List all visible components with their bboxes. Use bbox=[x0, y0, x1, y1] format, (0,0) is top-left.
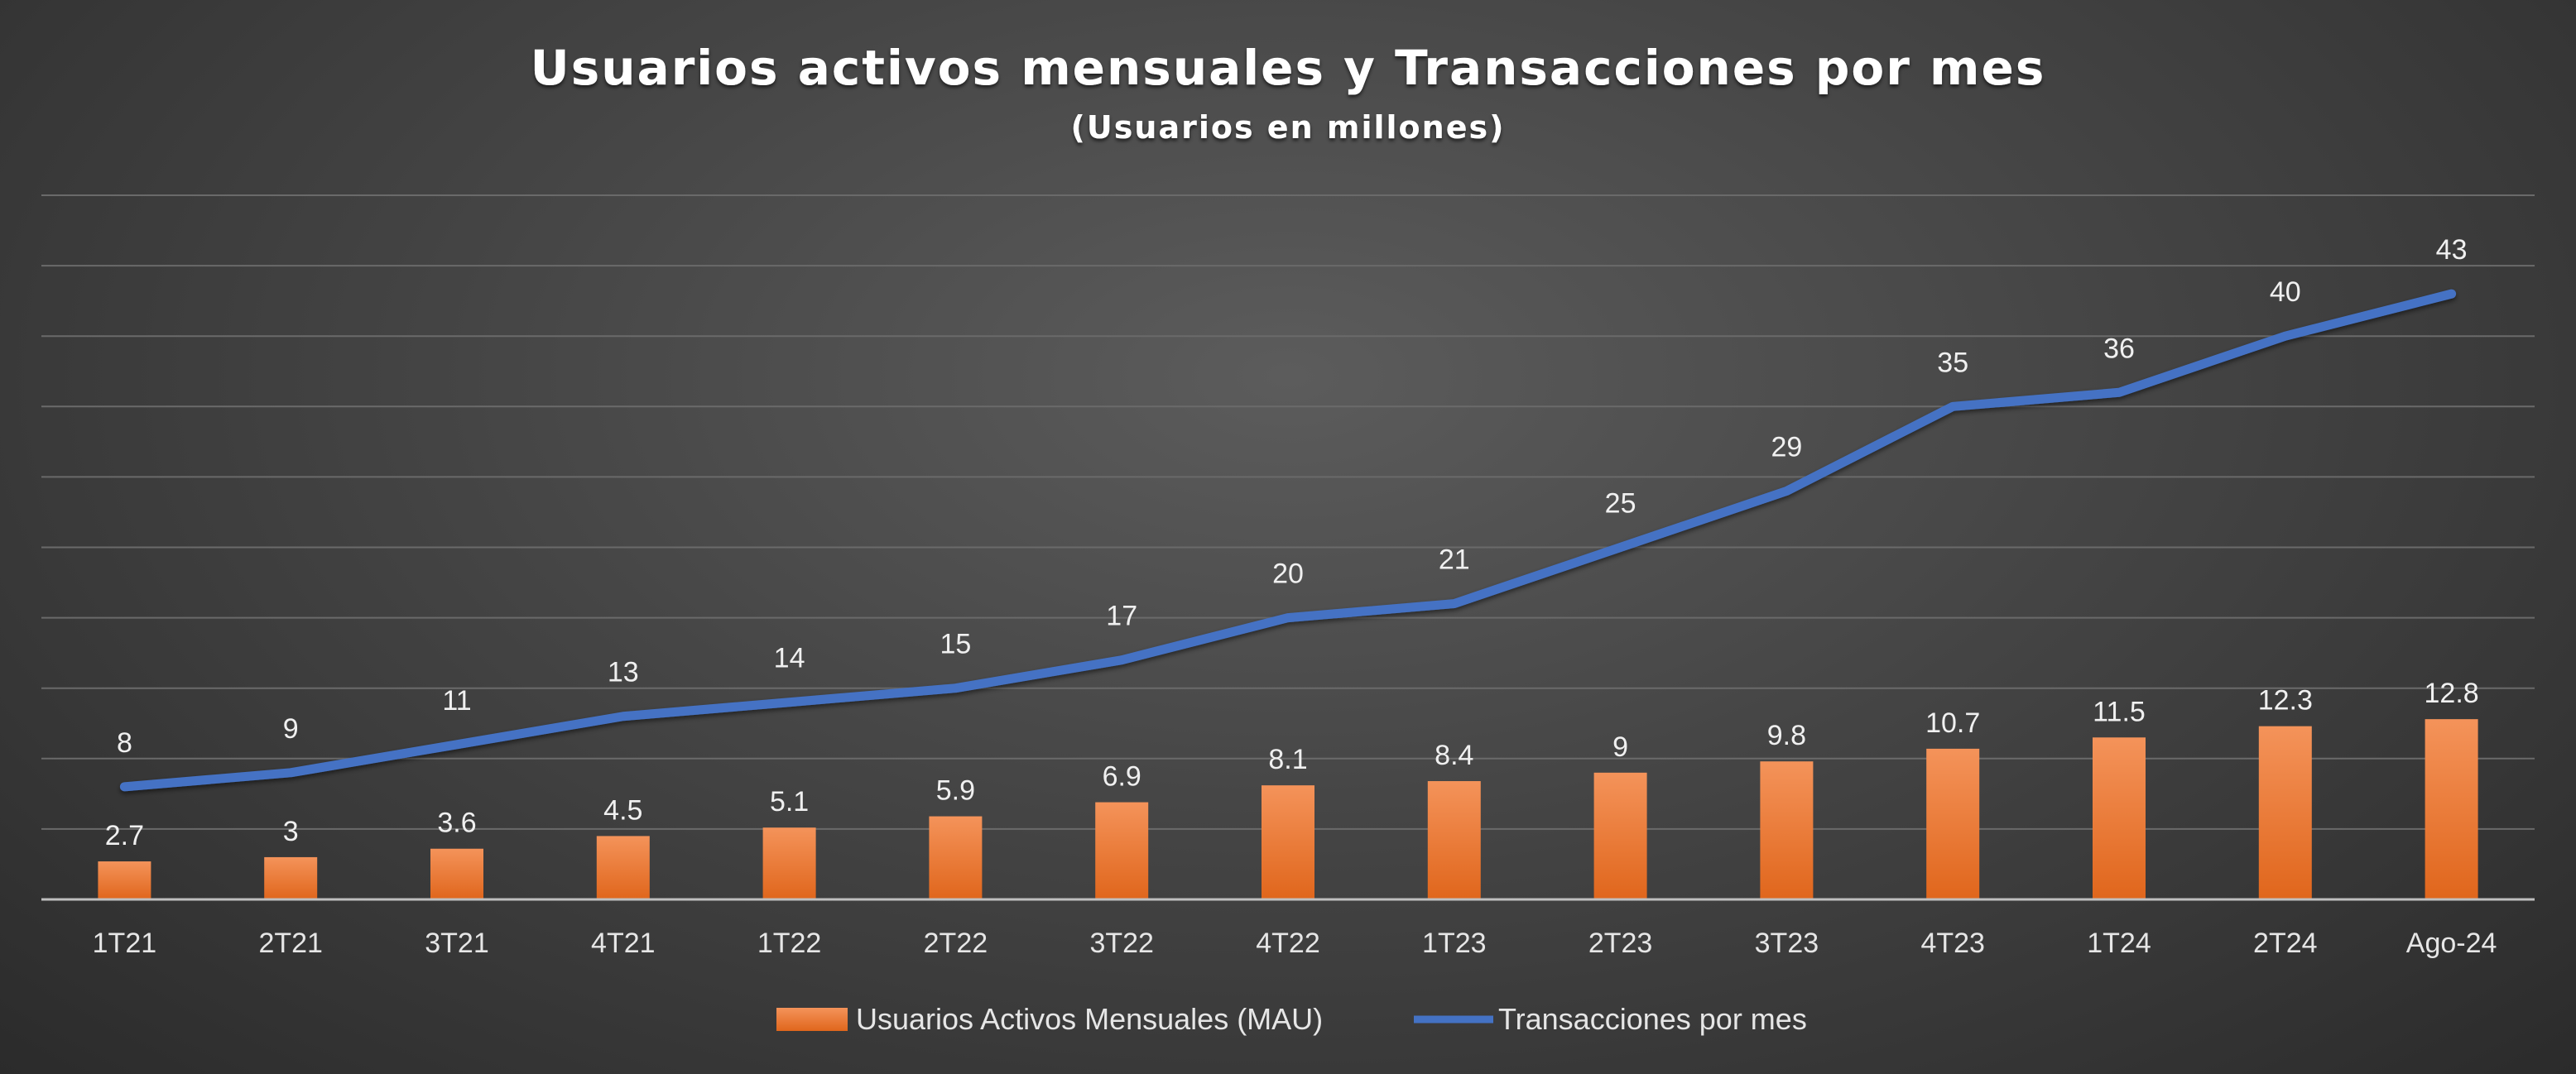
x-tick-label: 1T24 bbox=[2087, 928, 2151, 959]
bar-mau-4T21 bbox=[596, 836, 650, 899]
data-label-mau: 8.1 bbox=[1268, 744, 1307, 775]
legend-swatch-mau bbox=[776, 1008, 848, 1031]
data-label-mau: 3.6 bbox=[437, 808, 476, 839]
data-label-transacciones: 8 bbox=[117, 727, 132, 759]
data-label-mau: 9 bbox=[1612, 731, 1628, 763]
x-tick-label: 2T21 bbox=[258, 928, 323, 959]
bar-mau-2T22 bbox=[929, 816, 983, 899]
x-tick-label: 3T21 bbox=[425, 928, 489, 959]
data-label-transacciones: 9 bbox=[283, 713, 299, 745]
data-label-transacciones: 25 bbox=[1605, 488, 1636, 520]
legend: Usuarios Activos Mensuales (MAU) Transac… bbox=[776, 1002, 1807, 1036]
x-tick-label: 1T21 bbox=[93, 928, 157, 959]
data-labels: 2.7 3 3.6 4.5 5.1 5.9 6.9 8.1 8.4 9 9.8 10.7 11.5 12.… bbox=[105, 234, 2479, 851]
data-label-mau: 4.5 bbox=[603, 794, 642, 826]
data-label-mau: 5.9 bbox=[936, 775, 975, 807]
data-label-transacciones: 14 bbox=[774, 643, 805, 674]
data-label-mau: 6.9 bbox=[1103, 761, 1141, 793]
bar-series bbox=[98, 719, 2478, 899]
data-label-mau: 5.1 bbox=[770, 786, 809, 817]
x-tick-label: 3T23 bbox=[1755, 928, 1819, 959]
x-tick-label: 4T22 bbox=[1256, 928, 1320, 959]
data-label-transacciones: 13 bbox=[608, 657, 639, 688]
legend-label-mau: Usuarios Activos Mensuales (MAU) bbox=[856, 1002, 1323, 1036]
x-tick-label: 2T23 bbox=[1588, 928, 1653, 959]
x-tick-label: 1T23 bbox=[1422, 928, 1487, 959]
data-label-transacciones: 29 bbox=[1771, 431, 1802, 463]
x-tick-label: 1T22 bbox=[757, 928, 822, 959]
chart-title: Usuarios activos mensuales y Transaccion… bbox=[531, 40, 2046, 96]
bar-mau-4T22 bbox=[1262, 785, 1314, 899]
x-axis: 1T21 2T21 3T21 4T21 1T22 2T22 3T22 4T22 1T23 2T23… bbox=[41, 898, 2535, 959]
data-label-transacciones: 35 bbox=[1937, 347, 1968, 378]
bar-mau-4T23 bbox=[1926, 748, 1980, 899]
data-label-mau: 10.7 bbox=[1925, 707, 1980, 739]
legend-label-transacciones: Transacciones por mes bbox=[1498, 1002, 1807, 1036]
data-label-mau: 12.3 bbox=[2258, 685, 2313, 717]
bar-mau-2T24 bbox=[2258, 726, 2312, 899]
data-label-transacciones: 40 bbox=[2270, 276, 2301, 308]
x-tick-label: 2T22 bbox=[924, 928, 988, 959]
bar-mau-2T21 bbox=[264, 856, 318, 899]
data-label-transacciones: 11 bbox=[442, 685, 471, 717]
x-tick-label: 4T23 bbox=[1920, 928, 1985, 959]
data-label-transacciones: 36 bbox=[2103, 333, 2135, 364]
x-tick-label: 4T21 bbox=[591, 928, 656, 959]
bar-mau-3T22 bbox=[1095, 802, 1149, 899]
data-label-transacciones: 20 bbox=[1272, 559, 1304, 590]
x-tick-label: 2T24 bbox=[2253, 928, 2318, 959]
data-label-mau: 2.7 bbox=[105, 820, 144, 851]
chart-subtitle: (Usuarios en millones) bbox=[1071, 109, 1506, 146]
data-label-transacciones: 17 bbox=[1106, 601, 1137, 632]
data-label-transacciones: 15 bbox=[940, 629, 971, 660]
bar-mau-Ago-24 bbox=[2425, 719, 2478, 899]
line-series bbox=[119, 289, 2457, 792]
x-tick-label: 3T22 bbox=[1089, 928, 1154, 959]
data-label-transacciones: 43 bbox=[2436, 234, 2468, 266]
line-transacciones bbox=[119, 289, 2457, 792]
data-label-mau: 8.4 bbox=[1435, 740, 1473, 771]
bar-mau-3T21 bbox=[430, 848, 483, 899]
bar-mau-1T21 bbox=[98, 861, 151, 899]
bar-mau-3T23 bbox=[1760, 761, 1814, 899]
bar-mau-2T23 bbox=[1593, 772, 1647, 899]
data-label-transacciones: 21 bbox=[1439, 544, 1470, 576]
data-label-mau: 9.8 bbox=[1767, 720, 1806, 751]
bar-mau-1T23 bbox=[1427, 781, 1481, 899]
data-label-mau: 3 bbox=[283, 816, 299, 847]
x-tick-label: Ago-24 bbox=[2406, 928, 2497, 959]
data-label-mau: 11.5 bbox=[2093, 696, 2146, 727]
bar-mau-1T22 bbox=[762, 827, 816, 899]
data-label-mau: 12.8 bbox=[2425, 678, 2479, 709]
bar-mau-1T24 bbox=[2093, 737, 2146, 899]
gridlines bbox=[41, 194, 2535, 830]
